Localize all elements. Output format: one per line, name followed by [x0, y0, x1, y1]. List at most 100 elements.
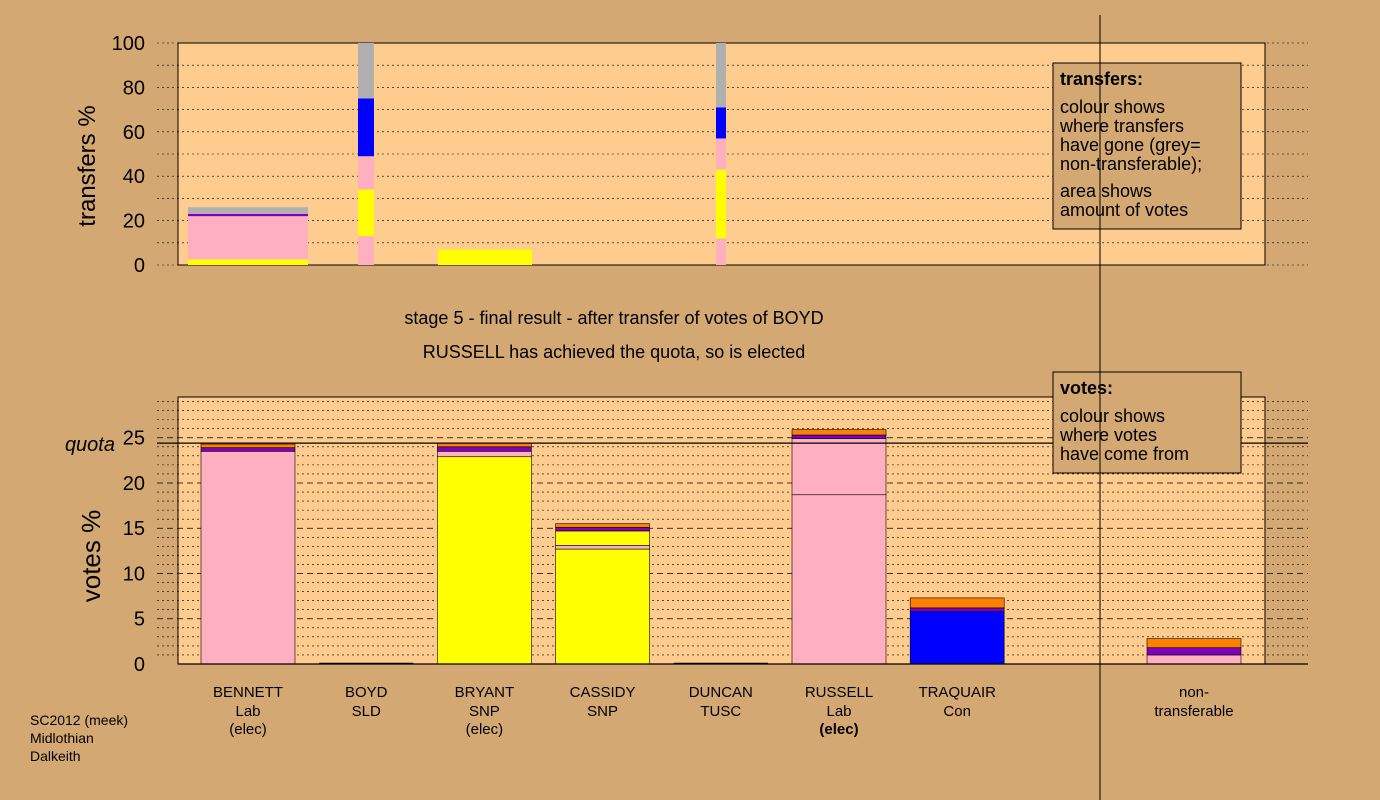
transfer-segment [716, 238, 726, 265]
candidate-party: SNP [587, 703, 618, 720]
transfer-segment [438, 249, 532, 265]
transfer-segment [358, 236, 374, 265]
candidate-labels: BENNETTLab(elec)BOYDSLDBRYANTSNP(elec)CA… [213, 684, 1234, 738]
vote-segment [555, 523, 650, 528]
y-tick-label: 15 [123, 518, 145, 540]
candidate-status: (elec) [466, 721, 504, 738]
candidate-party: Lab [235, 703, 260, 720]
transfer-segment [188, 216, 308, 260]
transfer-segment [358, 156, 374, 190]
quota-label: quota [65, 434, 115, 456]
vote-segment [791, 429, 887, 436]
footer-ward: Dalkeith [30, 748, 81, 764]
y-tick-label: 0 [134, 654, 145, 676]
votes-legend-box [1052, 371, 1242, 474]
y-tick-label: 0 [134, 255, 145, 277]
footer-council: Midlothian [30, 730, 94, 746]
candidate-name: TRAQUAIR [918, 684, 996, 701]
vote-segment [1146, 638, 1242, 649]
vote-segment [555, 545, 650, 550]
elected-caption: RUSSELL has achieved the quota, so is el… [423, 342, 806, 362]
transfers-legend-line: where transfers [1059, 116, 1184, 136]
vote-segment [437, 446, 532, 452]
candidate-name: CASSIDY [570, 684, 636, 701]
y-tick-label: 20 [123, 211, 145, 233]
candidate-name: RUSSELL [805, 684, 873, 701]
votes-gridlines [157, 401, 1308, 656]
transfers-legend: transfers: colour shows where transfers … [1052, 62, 1242, 230]
candidate-party: Lab [826, 703, 851, 720]
votes-legend-line: have come from [1060, 444, 1189, 464]
candidate-status: (elec) [819, 721, 858, 738]
votes-y-ticks: 0 5 10 15 20 25 [123, 428, 145, 676]
transfer-segment [358, 43, 374, 99]
vote-segment [200, 451, 296, 665]
transfers-legend-line: area shows [1060, 181, 1152, 201]
transfers-gridlines [157, 42, 1308, 266]
transfers-legend-line: colour shows [1060, 97, 1165, 117]
transfer-segment [358, 98, 374, 157]
vote-segment [1146, 647, 1242, 656]
votes-bars [200, 429, 1242, 665]
vote-segment [791, 434, 887, 439]
vote-segment [909, 611, 1005, 665]
vote-segment [437, 456, 532, 665]
footer-info: SC2012 (meek) Midlothian Dalkeith [30, 712, 128, 764]
y-tick-label: 20 [123, 473, 145, 495]
votes-legend: votes: colour shows where votes have com… [1052, 371, 1242, 474]
vote-segment [200, 443, 296, 448]
vote-segment [1146, 654, 1242, 665]
footer-system: SC2012 (meek) [30, 712, 128, 728]
vote-segment [555, 548, 650, 665]
transfer-segment [716, 169, 726, 239]
transfer-segment [188, 213, 308, 217]
vote-segment [909, 607, 1005, 612]
votes-legend-line: colour shows [1060, 406, 1165, 426]
vote-segment [437, 451, 532, 458]
vote-segment [555, 530, 650, 546]
vote-segment [909, 597, 1005, 609]
nontransferable-label: non- [1179, 684, 1209, 701]
y-tick-label: 40 [123, 166, 145, 188]
y-tick-label: 10 [123, 563, 145, 585]
y-tick-label: 5 [134, 609, 145, 631]
stage-caption: stage 5 - final result - after transfer … [404, 308, 823, 328]
candidate-party: Con [943, 703, 971, 720]
vote-segment [791, 438, 887, 496]
nontransferable-label: transferable [1154, 703, 1233, 720]
transfers-bars [188, 43, 726, 265]
transfer-segment [716, 107, 726, 139]
y-tick-label: 100 [112, 33, 145, 55]
votes-legend-line: where votes [1059, 425, 1157, 445]
vote-segment [791, 494, 887, 665]
y-tick-label: 60 [123, 122, 145, 144]
candidate-name: BRYANT [455, 684, 514, 701]
transfer-segment [188, 259, 308, 265]
transfer-segment [358, 189, 374, 237]
candidate-party: TUSC [700, 703, 741, 720]
transfer-segment [716, 43, 726, 108]
transfers-legend-line: non-transferable); [1060, 154, 1202, 174]
candidate-status: (elec) [229, 721, 267, 738]
candidate-party: SLD [352, 703, 381, 720]
transfers-legend-line: have gone (grey= [1060, 135, 1201, 155]
transfers-y-axis-label: transfers % [74, 105, 101, 226]
candidate-name: BOYD [345, 684, 388, 701]
vote-segment [200, 447, 296, 452]
vote-segment [555, 527, 650, 532]
transfers-legend-line: amount of votes [1060, 200, 1188, 220]
candidate-name: BENNETT [213, 684, 283, 701]
votes-legend-title: votes: [1060, 378, 1113, 398]
y-tick-label: 80 [123, 77, 145, 99]
transfers-legend-box [1052, 62, 1242, 230]
candidate-name: DUNCAN [689, 684, 753, 701]
transfers-legend-title: transfers: [1060, 69, 1143, 89]
candidate-party: SNP [469, 703, 500, 720]
transfer-segment [716, 138, 726, 170]
transfer-segment [188, 207, 308, 214]
votes-y-axis-label: votes % [76, 510, 106, 603]
y-tick-label: 25 [123, 428, 145, 450]
transfers-y-ticks: 0 20 40 60 80 100 [112, 33, 145, 277]
